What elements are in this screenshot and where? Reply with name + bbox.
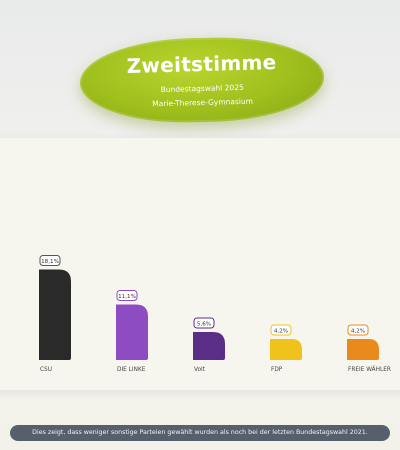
bar bbox=[116, 304, 148, 360]
value-label: 18,1% bbox=[41, 259, 59, 265]
category-label: FREIE WÄHLER bbox=[348, 366, 391, 373]
election-subtitle: Bundestagswahl 2025 bbox=[160, 82, 244, 95]
category-label: CSU bbox=[40, 367, 52, 373]
value-label-box bbox=[116, 290, 138, 301]
bar bbox=[347, 339, 379, 360]
bar bbox=[193, 332, 225, 360]
bar bbox=[39, 269, 71, 360]
value-label-box bbox=[193, 317, 215, 329]
bar bbox=[270, 339, 302, 360]
category-label: Volt bbox=[194, 367, 206, 373]
value-label-box bbox=[347, 324, 369, 336]
title-badge: Zweitstimme Bundestagswahl 2025 Marie-Th… bbox=[78, 34, 326, 126]
footer-note: Dies zeigt, dass weniger sonstige Partei… bbox=[10, 425, 390, 441]
category-label: DIE LINKE bbox=[117, 367, 146, 373]
value-label: 4,2% bbox=[351, 328, 365, 334]
category-label: FDP bbox=[271, 367, 283, 373]
value-label-box bbox=[270, 324, 292, 336]
value-label: 4,2% bbox=[274, 328, 288, 334]
value-label-box bbox=[39, 255, 61, 266]
page-title: Zweitstimme bbox=[126, 50, 277, 78]
value-label: 5,6% bbox=[197, 321, 211, 327]
school-name: Marie-Therese-Gymnasium bbox=[152, 96, 254, 109]
value-label: 11,1% bbox=[118, 294, 136, 300]
